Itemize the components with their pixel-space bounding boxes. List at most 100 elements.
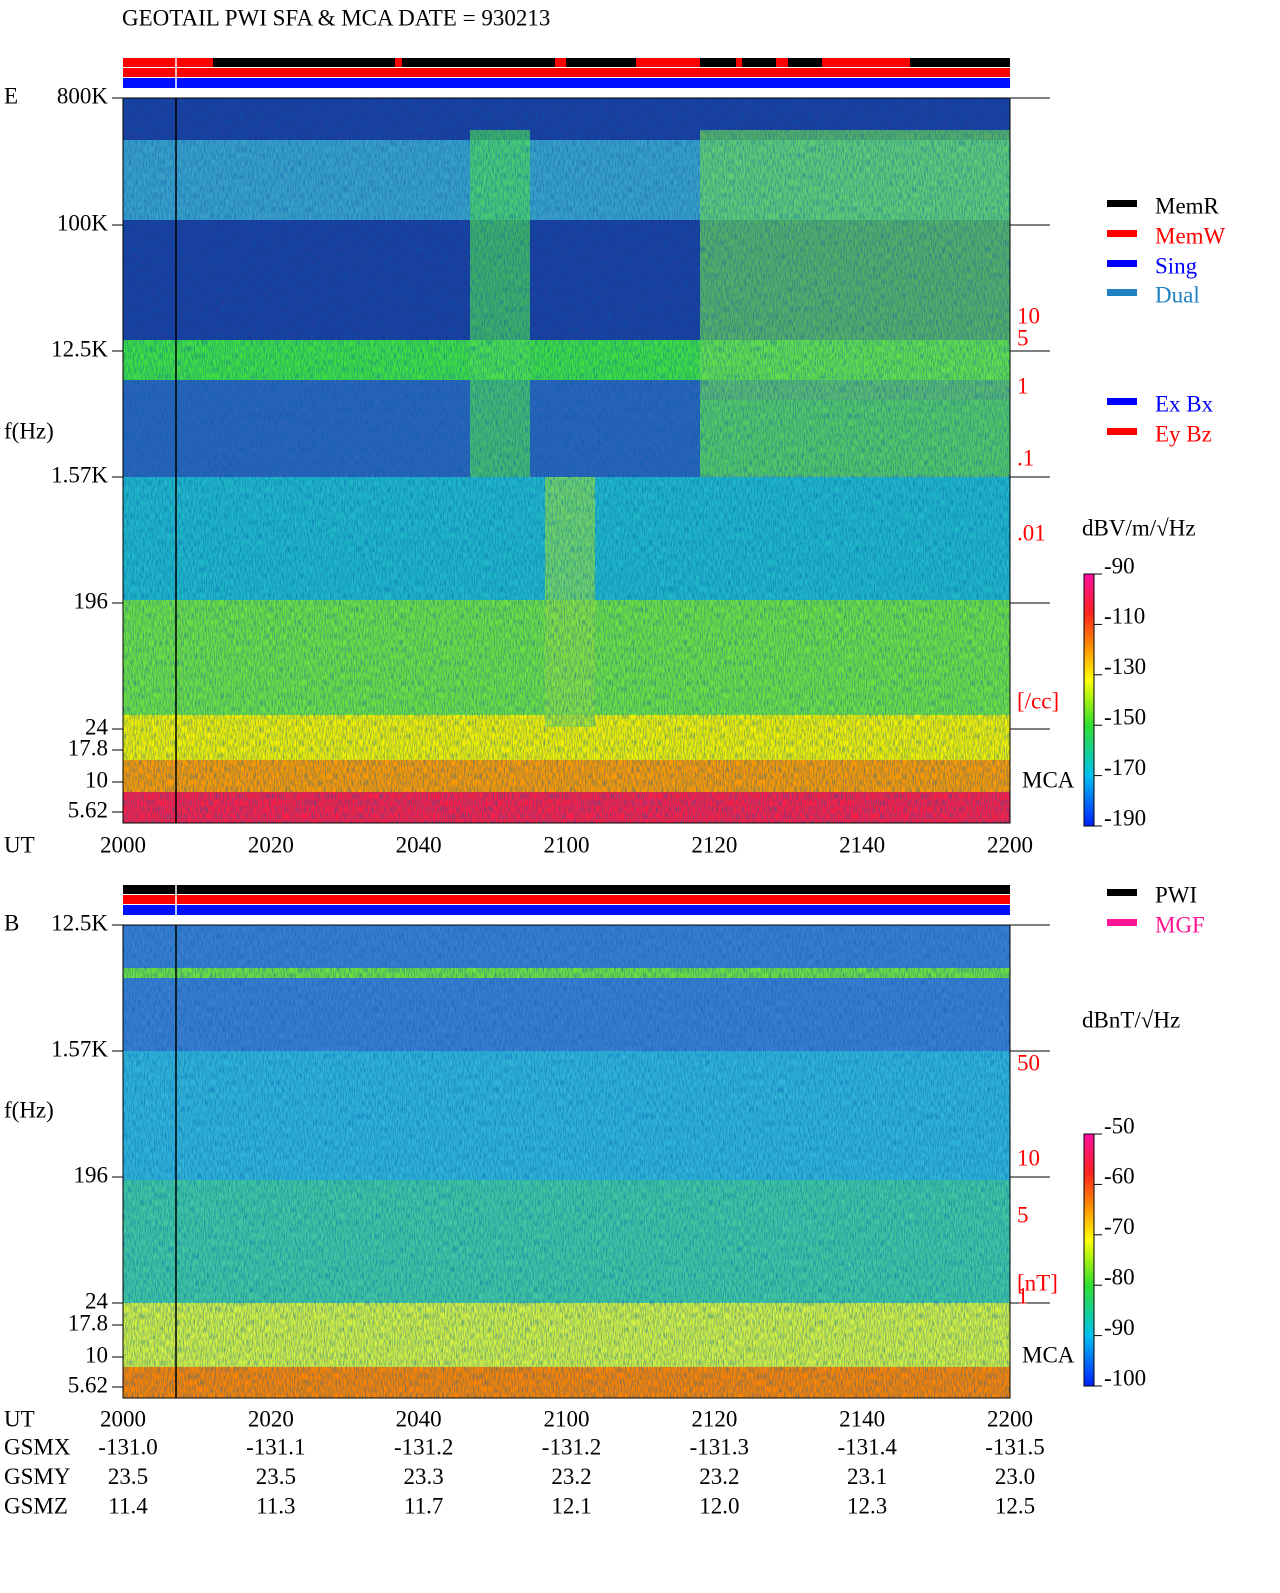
mca-label: MCA [1022,1342,1075,1367]
colorbar-unit: dBnT/√Hz [1082,1007,1180,1032]
spectrum-noise [123,98,1010,823]
x-tick-label: 2020 [248,832,294,857]
orbit-value: 23.2 [551,1464,591,1489]
side-scale-label: .01 [1017,520,1046,545]
y-tick-label: 5.62 [68,1372,108,1397]
legend-swatch [1107,428,1137,435]
orbit-value: -131.5 [985,1434,1044,1459]
orbit-value: -131.2 [542,1434,601,1459]
orbit-value: 11.7 [404,1493,443,1518]
orbit-value: -131.3 [690,1434,749,1459]
panel-label: B [4,910,19,935]
colorbar-tick-label: -110 [1104,604,1145,629]
colorbar [1083,573,1095,827]
colorbar-unit: dBV/m/√Hz [1082,515,1196,540]
y-axis-label: f(Hz) [4,418,54,443]
x-axis-label: UT [4,832,35,857]
orbit-value: 23.5 [108,1464,148,1489]
status-bar [123,58,1010,67]
x-tick-label: 2040 [396,1406,442,1431]
legend-label: MemW [1155,223,1226,248]
orbit-value: -131.2 [394,1434,453,1459]
legend-label: MemR [1155,193,1220,218]
y-tick-label: 100K [57,210,109,235]
x-tick-label: 2120 [691,832,737,857]
panel-label: E [4,83,18,108]
legend-label: Dual [1155,282,1200,307]
orbit-value: -131.1 [246,1434,305,1459]
side-scale-label: 10 [1017,1145,1040,1170]
status-segment [776,58,788,67]
status-segment [822,58,910,67]
colorbar-tick-label: -150 [1104,704,1146,729]
legend-label: PWI [1155,882,1197,907]
legend-label: Ex Bx [1155,391,1214,416]
legend-label: Sing [1155,253,1198,278]
y-tick-label: 10 [85,1342,108,1367]
legend-label: MGF [1155,912,1205,937]
orbit-value: 11.3 [256,1493,295,1518]
orbit-value: -131.0 [98,1434,157,1459]
legend-swatch [1107,289,1137,296]
side-scale-label: 50 [1017,1050,1040,1075]
orbit-value: 23.2 [699,1464,739,1489]
legend-label: Ey Bz [1155,421,1212,446]
orbit-value: -131.4 [837,1434,897,1459]
colorbar-tick-label: -100 [1104,1365,1146,1390]
orbit-value: 23.3 [404,1464,444,1489]
y-tick-label: 10 [85,767,108,792]
colorbar-tick-label: -70 [1104,1214,1135,1239]
colorbar-tick-label: -190 [1104,805,1146,830]
plot-frame [122,97,1011,824]
orbit-value: 12.3 [847,1493,887,1518]
orbit-value: 23.5 [256,1464,296,1489]
y-tick-label: 196 [74,588,109,613]
plot-frame [122,924,1011,1399]
side-scale-label: 5 [1017,325,1029,350]
y-tick-label: 5.62 [68,797,108,822]
status-segment [736,58,742,67]
orbit-value: 11.4 [108,1493,148,1518]
x-axis-label: UT [4,1406,35,1431]
colorbar-tick-label: -170 [1104,755,1146,780]
x-tick-label: 2000 [100,1406,146,1431]
orbit-label: GSMX [4,1434,71,1459]
x-tick-label: 2200 [987,1406,1033,1431]
orbit-value: 23.0 [995,1464,1035,1489]
side-scale-label: .1 [1017,445,1034,470]
orbit-value: 12.1 [551,1493,591,1518]
x-tick-label: 2120 [691,1406,737,1431]
orbit-label: GSMZ [4,1493,68,1518]
mca-label: MCA [1022,767,1075,792]
page-title: GEOTAIL PWI SFA & MCA DATE = 930213 [122,5,550,30]
y-tick-label: 12.5K [51,336,108,361]
legend-swatch [1107,260,1137,267]
x-tick-label: 2140 [839,1406,885,1431]
side-scale-label: [/cc] [1017,688,1059,713]
status-bar [123,895,1010,904]
colorbar-tick-label: -60 [1104,1164,1135,1189]
legend-swatch [1107,398,1137,405]
status-segment [636,58,700,67]
status-bar [123,68,1010,77]
orbit-value: 12.0 [699,1493,739,1518]
legend-swatch [1107,200,1137,207]
y-tick-label: 24 [85,1288,109,1313]
colorbar-tick-label: -90 [1104,1315,1135,1340]
side-scale-label: 1 [1017,373,1029,398]
x-tick-label: 2000 [100,832,146,857]
orbit-label: GSMY [4,1464,71,1489]
colorbar-tick-label: -130 [1104,654,1146,679]
x-tick-label: 2020 [248,1406,294,1431]
side-scale-label: 10 [1017,303,1040,328]
y-tick-label: 17.8 [68,1310,108,1335]
orbit-value: 23.1 [847,1464,887,1489]
x-tick-label: 2100 [544,1406,590,1431]
y-tick-label: 196 [74,1162,109,1187]
colorbar-tick-label: -50 [1104,1113,1135,1138]
status-bar [123,885,1010,894]
status-segment [123,58,213,67]
legend-swatch [1107,889,1137,896]
colorbar-tick-label: -90 [1104,553,1135,578]
